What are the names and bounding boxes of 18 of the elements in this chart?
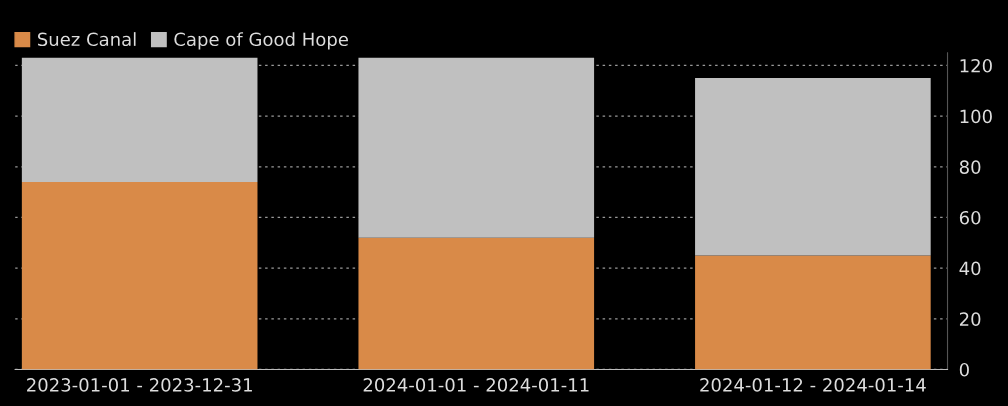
legend-label: Cape of Good Hope [174,32,348,50]
bar [358,57,595,238]
y-tick-label: 40 [959,261,981,276]
y-tick-label: 80 [959,160,981,174]
bar [695,78,931,256]
y-tick-label: 120 [960,58,992,73]
y-tick-label: 100 [960,109,992,124]
bar [695,255,931,370]
legend-label: Suez Canal [37,32,136,47]
x-tick-label: 2024-01-12 - 2024-01-14 [700,378,926,392]
y-tick-label: 20 [959,312,981,326]
y-tick-label: 0 [959,362,969,377]
x-tick-label: 2024-01-01 - 2024-01-11 [363,378,589,392]
bar [358,237,595,370]
y-tick-label: 60 [959,210,981,225]
x-tick-label: 2023-01-01 - 2023-12-31 [27,378,252,392]
bar [21,57,258,182]
bar [21,181,258,370]
